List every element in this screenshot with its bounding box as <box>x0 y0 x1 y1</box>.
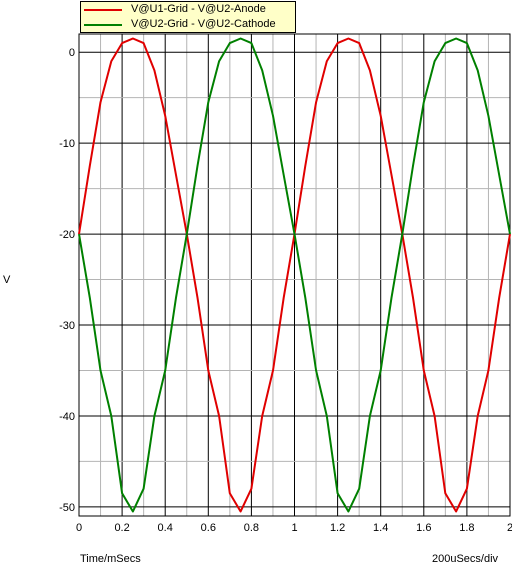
series-lines <box>78 37 511 513</box>
y-tick-label: 0 <box>69 47 75 59</box>
legend-label-1: V@U1-Grid - V@U2-Anode <box>131 3 266 15</box>
legend: V@U1-Grid - V@U2-Anode V@U2-Grid - V@U2-… <box>80 1 296 33</box>
x-tick-label: 0.2 <box>114 522 129 534</box>
legend-swatch-2 <box>84 24 122 26</box>
y-tick-label: -50 <box>59 502 75 514</box>
x-tick-label: 1 <box>291 522 297 534</box>
series-line-2 <box>78 37 511 513</box>
y-tick-label: -20 <box>59 229 75 241</box>
x-tick-label: 0.6 <box>201 522 216 534</box>
x-tick-label: 1.6 <box>416 522 431 534</box>
tick-labels: 0 0.2 0.4 0.6 0.8 1 1.2 1.4 1.6 1.8 2 0 -10 -20 -30 -40… <box>59 47 512 534</box>
x-tick-label: 0.8 <box>244 522 259 534</box>
y-tick-label: -30 <box>59 320 75 332</box>
legend-entry-1: V@U1-Grid - V@U2-Anode <box>81 2 295 17</box>
legend-label-2: V@U2-Grid - V@U2-Cathode <box>131 18 276 30</box>
scale-note: 200uSecs/div <box>432 553 499 565</box>
y-axis-label: V <box>3 274 11 286</box>
grid <box>78 34 511 516</box>
legend-entry-2: V@U2-Grid - V@U2-Cathode <box>81 17 295 32</box>
x-tick-label: 2 <box>507 522 512 534</box>
legend-swatch-1 <box>84 9 122 11</box>
plot-frame <box>78 33 511 517</box>
x-tick-label: 1.4 <box>373 522 388 534</box>
x-tick-label: 1.2 <box>330 522 345 534</box>
x-tick-label: 1.8 <box>459 522 474 534</box>
y-tick-label: -10 <box>59 138 75 150</box>
x-tick-label: 0.4 <box>158 522 173 534</box>
y-tick-label: -40 <box>59 411 75 423</box>
x-axis-label: Time/mSecs <box>80 553 141 565</box>
x-tick-label: 0 <box>76 522 82 534</box>
